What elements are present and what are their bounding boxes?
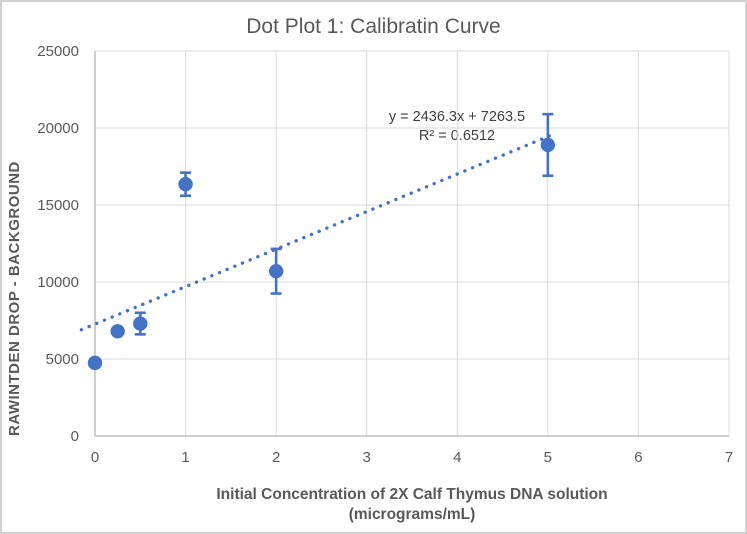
data-point	[133, 316, 148, 331]
y-tick-label: 0	[71, 428, 79, 445]
x-tick-label: 3	[363, 449, 371, 466]
x-axis-title-line1: Initial Concentration of 2X Calf Thymus …	[216, 486, 608, 503]
x-tick-label: 1	[181, 449, 189, 466]
trendline	[79, 132, 556, 332]
x-tick-label: 6	[634, 449, 642, 466]
x-tick-label: 0	[91, 449, 99, 466]
data-point	[110, 324, 125, 339]
y-tick-label: 20000	[37, 120, 79, 137]
data-point	[268, 264, 284, 279]
data-point	[87, 355, 103, 371]
data-point	[540, 137, 556, 153]
y-tick-label: 5000	[46, 351, 79, 368]
y-tick-label: 10000	[37, 274, 79, 291]
x-tick-label: 5	[544, 449, 552, 466]
x-axis-title: Initial Concentration of 2X Calf Thymus …	[95, 485, 729, 525]
y-tick-label: 15000	[37, 197, 79, 214]
x-tick-label: 7	[725, 449, 733, 466]
chart-title: Dot Plot 1: Calibratin Curve	[246, 15, 501, 38]
x-axis-title-line2: (micrograms/mL)	[348, 506, 476, 523]
data-point	[178, 177, 193, 192]
x-tick-label: 4	[453, 449, 461, 466]
y-tick-label: 25000	[37, 43, 79, 60]
x-tick-label: 2	[272, 449, 280, 466]
